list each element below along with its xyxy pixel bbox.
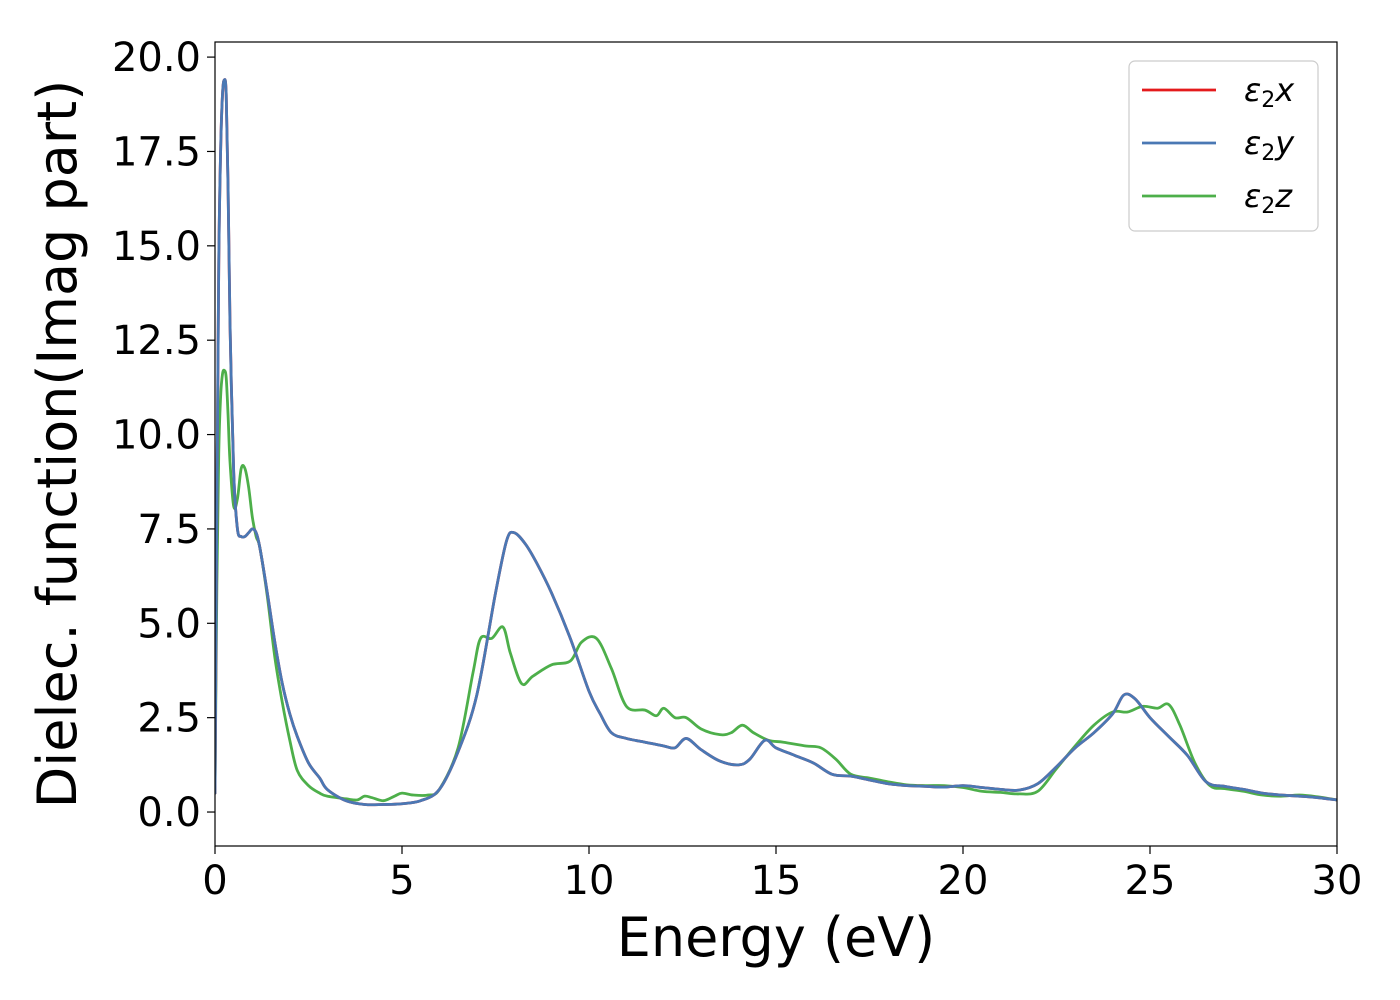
y-axis-title: Dielec. function(Imag part)	[26, 80, 89, 809]
y-tick-label: 5.0	[137, 601, 201, 647]
x-tick-label: 0	[202, 858, 227, 904]
y-tick-label: 20.0	[112, 35, 201, 81]
series-line-z	[215, 368, 1337, 803]
y-tick-label: 15.0	[112, 224, 201, 270]
y-tick-label: 0.0	[137, 790, 201, 836]
y-tick-label: 12.5	[112, 318, 201, 364]
x-tick-label: 20	[938, 858, 989, 904]
x-tick-label: 30	[1312, 858, 1363, 904]
legend-label-y: ε2y	[1244, 124, 1295, 166]
y-tick-label: 17.5	[112, 129, 201, 175]
series-line-y	[215, 78, 1337, 807]
legend-label-x: ε2x	[1244, 71, 1295, 113]
y-axis: 0.0 2.5 5.0 7.5 10.0 12.5 15.0 17.5 20.0	[112, 35, 215, 836]
x-tick-label: 15	[751, 858, 802, 904]
y-tick-label: 2.5	[137, 696, 201, 742]
x-tick-label: 25	[1125, 858, 1176, 904]
x-axis-title: Energy (eV)	[617, 906, 936, 969]
y-tick-label: 10.0	[112, 413, 201, 459]
legend-label-z: ε2z	[1244, 177, 1293, 219]
x-tick-label: 10	[564, 858, 615, 904]
series-lines	[215, 78, 1337, 807]
y-tick-label: 7.5	[137, 507, 201, 553]
x-tick-label: 5	[389, 858, 414, 904]
x-axis: 0 5 10 15 20 25 30	[202, 846, 1362, 904]
legend-box	[1128, 60, 1319, 232]
legend: ε2x ε2y ε2z	[1128, 60, 1319, 232]
